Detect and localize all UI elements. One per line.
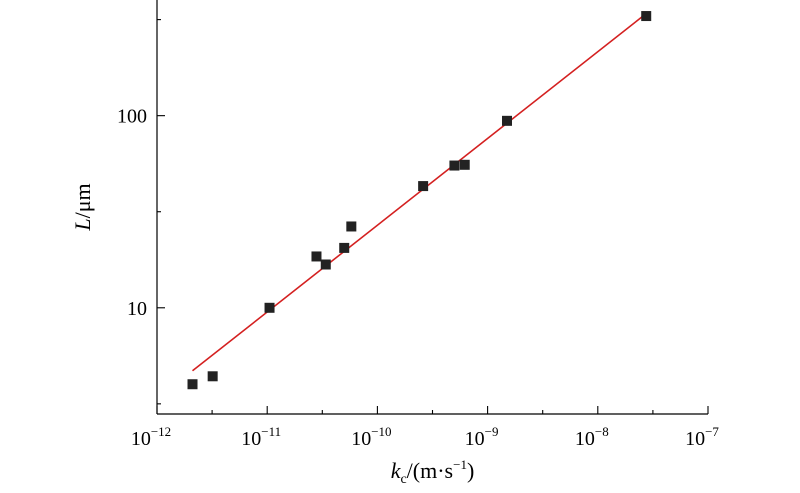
data-point: [264, 302, 275, 313]
x-tick-label: 10−9: [465, 424, 499, 450]
data-point: [418, 181, 429, 192]
data-point: [502, 115, 513, 126]
data-point: [311, 251, 322, 262]
data-point: [320, 259, 331, 270]
x-tick-label: 10−8: [575, 424, 609, 450]
data-point: [459, 159, 470, 170]
y-tick-label: 10: [127, 298, 147, 320]
data-point: [207, 371, 218, 382]
data-point: [339, 242, 350, 253]
x-tick-label: 10−7: [685, 424, 719, 450]
x-tick-label: 10−10: [351, 424, 391, 450]
x-axis-title: kc/(m·s−1): [391, 457, 475, 487]
data-point: [449, 160, 460, 171]
y-axis-title: L/μm: [70, 183, 95, 231]
data-points: [187, 11, 652, 390]
data-point: [641, 11, 652, 22]
y-tick-label: 100: [117, 106, 147, 128]
x-tick-label: 10−12: [131, 424, 171, 450]
x-tick-label: 10−11: [241, 424, 281, 450]
tick-labels: 10−12 10−11 10−10 10−9 10−8 10−7 10 100: [117, 106, 719, 450]
fit-line: [192, 12, 647, 372]
axes: [156, 0, 709, 415]
data-point: [346, 221, 357, 232]
fit-line-group: [192, 12, 647, 372]
data-point: [187, 379, 198, 390]
